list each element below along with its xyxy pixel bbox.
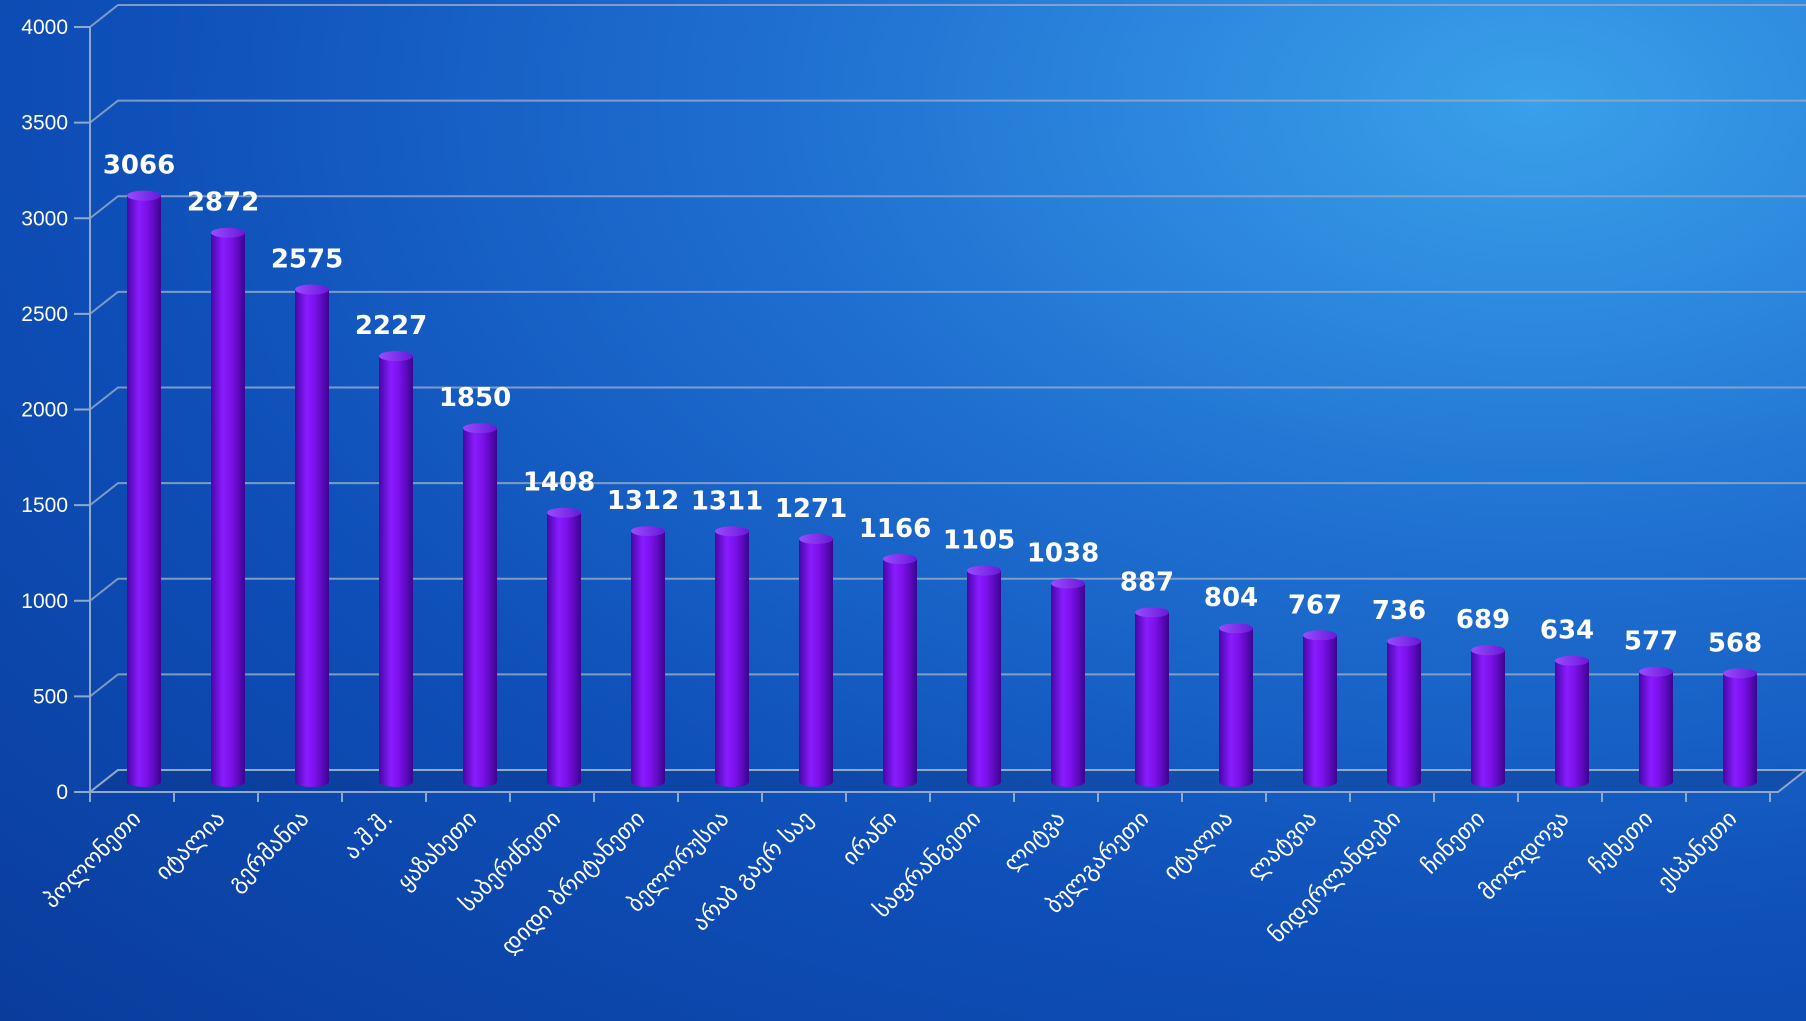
y-axis-ticks: 0 500 1000 1500 2000 2500 3000 3500 4000 <box>21 16 68 804</box>
gridline <box>89 482 1806 506</box>
x-tick-label: მოლდოვა <box>1475 806 1575 906</box>
y-tick-label: 1500 <box>21 494 68 517</box>
gridline <box>89 577 1806 602</box>
x-tick-label: ლატვია <box>1243 806 1323 886</box>
gridline <box>89 99 1806 124</box>
bar <box>883 554 917 787</box>
x-tick-label: ყაზახეთი <box>393 806 483 896</box>
x-tick-label: ლიტვა <box>999 806 1070 877</box>
value-label: 887 <box>1120 567 1174 597</box>
y-tick-label: 500 <box>33 685 68 708</box>
value-label: 1038 <box>1027 538 1099 568</box>
x-tick-label: იტალია <box>1159 806 1239 886</box>
x-tick-label: დიდი ბრიტანეთი <box>496 806 650 960</box>
x-tick-label: ჩინეთი <box>1417 806 1491 880</box>
value-labels: 3066 2872 2575 2227 1850 1408 1312 1311 1271 1166… <box>103 151 1762 659</box>
y-tick-label: 2500 <box>21 303 68 326</box>
bar <box>295 284 329 787</box>
value-label: 1105 <box>943 526 1015 556</box>
chart-floor <box>87 769 1806 793</box>
gridlines <box>89 4 1806 793</box>
bar <box>967 565 1001 787</box>
axes <box>74 26 1806 802</box>
value-label: 1271 <box>775 494 847 524</box>
y-tick-label: 3500 <box>21 112 68 135</box>
bar <box>1639 666 1673 787</box>
bar <box>799 533 833 787</box>
gridline <box>89 290 1806 315</box>
bar <box>1471 645 1505 787</box>
value-label: 736 <box>1372 596 1426 626</box>
bar <box>127 190 161 787</box>
value-label: 689 <box>1456 605 1510 635</box>
gridline <box>89 386 1806 411</box>
gridline <box>89 673 1806 698</box>
x-tick-label: ირანი <box>837 806 902 871</box>
bar <box>463 423 497 787</box>
x-tick-label: იტალია <box>151 806 231 886</box>
x-tick-label: ა.შ.შ. <box>339 806 398 865</box>
y-tick-label: 0 <box>56 781 68 804</box>
value-label: 568 <box>1708 628 1762 658</box>
value-label: 1166 <box>859 514 931 544</box>
value-label: 3066 <box>103 151 175 181</box>
value-label: 2227 <box>355 311 427 341</box>
bar <box>379 351 413 787</box>
bar <box>1135 607 1169 787</box>
gridline <box>89 195 1806 220</box>
y-tick-label: 2000 <box>21 399 68 422</box>
gridline <box>89 4 1806 28</box>
value-label: 767 <box>1288 590 1342 620</box>
x-tick-label: პოლონეთი <box>39 806 147 914</box>
value-label: 2872 <box>187 188 259 218</box>
x-tick-label: ჩეხეთი <box>1585 806 1658 879</box>
value-label: 1850 <box>439 383 511 413</box>
value-label: 2575 <box>271 245 343 275</box>
value-label: 1312 <box>607 486 679 516</box>
bar <box>1051 578 1085 787</box>
value-label: 1311 <box>691 486 763 516</box>
y-tick-label: 4000 <box>21 16 68 39</box>
bar <box>1555 655 1589 787</box>
y-tick-label: 3000 <box>21 207 68 230</box>
bar <box>1723 668 1757 787</box>
bar <box>547 507 581 787</box>
bar <box>211 227 245 788</box>
value-label: 1408 <box>523 468 595 498</box>
bar <box>1387 636 1421 787</box>
value-label: 634 <box>1540 616 1594 646</box>
bar <box>1219 623 1253 787</box>
x-tick-label: გერმანია <box>223 806 314 897</box>
bar <box>715 526 749 787</box>
value-label: 804 <box>1204 583 1258 613</box>
bar <box>1303 630 1337 787</box>
x-tick-label: ესპანეთი <box>1652 806 1742 896</box>
y-tick-label: 1000 <box>21 590 68 613</box>
bar <box>631 526 665 787</box>
bars <box>127 190 1757 788</box>
value-label: 577 <box>1624 627 1678 657</box>
